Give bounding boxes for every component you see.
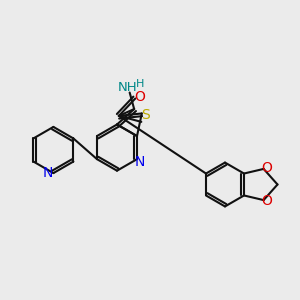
Text: O: O <box>261 194 272 208</box>
Text: S: S <box>141 108 150 122</box>
Text: H: H <box>136 80 144 89</box>
Text: O: O <box>261 161 272 175</box>
Text: N: N <box>135 154 145 169</box>
Text: NH: NH <box>118 81 137 94</box>
Text: O: O <box>134 90 145 104</box>
Text: N: N <box>43 166 53 180</box>
